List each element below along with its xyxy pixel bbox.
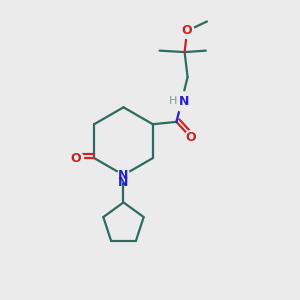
Text: N: N [179,95,189,108]
Text: N: N [118,169,129,182]
Text: H: H [169,96,178,106]
Text: O: O [70,152,81,165]
Text: O: O [185,131,196,144]
Text: O: O [182,24,192,38]
Text: N: N [118,176,129,190]
